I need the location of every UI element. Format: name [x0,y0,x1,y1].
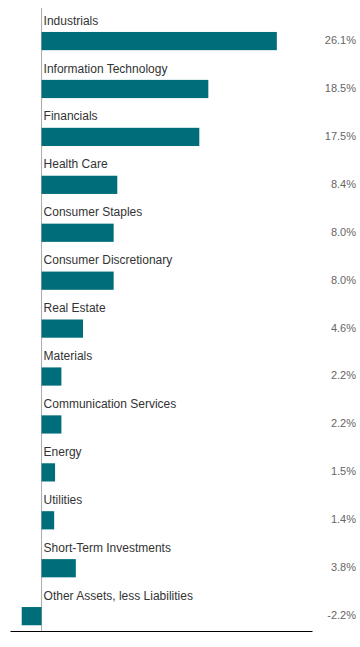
category-label: Consumer Discretionary [44,253,173,267]
bar [42,511,55,529]
chart-container: Industrials Information Technology Financi… [0,0,360,647]
category-label: Utilities [44,493,83,507]
bar [42,176,118,194]
bar [42,128,200,146]
category-label: Consumer Staples [44,205,143,219]
data-label: 26.1% [325,34,356,46]
bar [42,80,209,98]
chart-svg: Industrials Information Technology Financi… [0,0,360,647]
data-label: 3.8% [331,561,356,573]
data-label: 1.4% [331,513,356,525]
x-axis [11,631,313,632]
data-label: 18.5% [325,82,356,94]
data-label: 17.5% [325,130,356,142]
category-label: Real Estate [44,301,106,315]
category-label: Communication Services [44,397,177,411]
category-label: Industrials [44,14,99,28]
labels: Industrials Information Technology Financi… [44,14,357,621]
category-label: Materials [44,349,93,363]
bar [42,320,83,338]
category-label: Financials [44,109,98,123]
bar [22,607,42,625]
plot: Industrials Information Technology Financi… [11,8,357,632]
category-label: Other Assets, less Liabilities [44,589,193,603]
data-label: 8.0% [331,226,356,238]
data-label: 8.0% [331,274,356,286]
bar [42,272,114,290]
bar [42,367,62,385]
data-label: 8.4% [331,178,356,190]
data-label: 2.2% [331,417,356,429]
data-label: 1.5% [331,465,356,477]
data-label: 4.6% [331,322,356,334]
category-label: Information Technology [44,62,168,76]
data-label: -2.2% [327,609,356,621]
category-label: Health Care [44,157,108,171]
data-label: 2.2% [331,369,356,381]
bar [42,559,76,577]
bars [22,32,277,625]
category-label: Short-Term Investments [44,541,171,555]
x-axis-line [11,631,313,632]
bar [42,415,62,433]
bar [42,463,56,481]
bar [42,32,277,50]
bar [42,224,114,242]
category-label: Energy [44,445,82,459]
